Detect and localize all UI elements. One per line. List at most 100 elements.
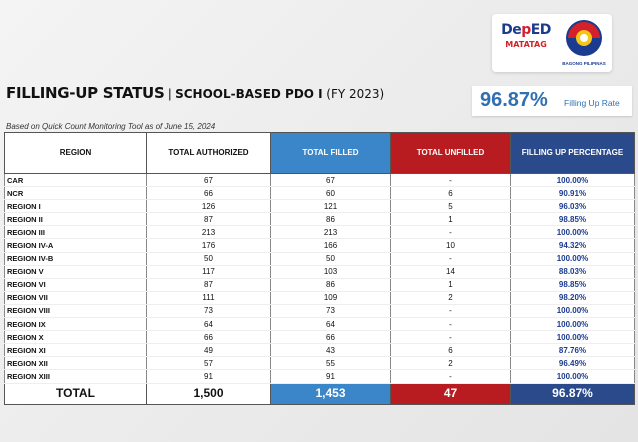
data-basis-note: Based on Quick Count Monitoring Tool as … xyxy=(6,122,216,131)
cell-region: REGION II xyxy=(4,212,147,227)
table-row: REGION IV-A 176 166 10 94.32% xyxy=(4,238,635,253)
table-row: REGION XI 49 43 6 87.76% xyxy=(4,343,635,358)
cell-unfilled: 14 xyxy=(390,265,511,279)
filling-rate-label: Filling Up Rate xyxy=(564,98,620,108)
cell-percentage: 88.03% xyxy=(510,265,635,279)
header-filling-percentage: FILLING UP PERCENTAGE xyxy=(510,132,635,174)
cell-region: NCR xyxy=(4,186,147,201)
title-sub: SCHOOL-BASED PDO I xyxy=(175,87,323,101)
cell-percentage: 100.00% xyxy=(510,304,635,319)
filling-status-table: REGION TOTAL AUTHORIZED TOTAL FILLED TOT… xyxy=(4,132,635,405)
table-row: REGION VII 111 109 2 98.20% xyxy=(4,291,635,305)
cell-region: REGION X xyxy=(4,330,147,345)
cell-authorized: 64 xyxy=(146,317,271,332)
deped-wordmark: DepED xyxy=(501,22,551,38)
cell-unfilled: - xyxy=(390,225,511,240)
cell-region: REGION XI xyxy=(4,343,147,358)
cell-percentage: 96.03% xyxy=(510,199,635,214)
cell-authorized: 57 xyxy=(146,356,271,371)
cell-filled: 121 xyxy=(270,199,391,214)
cell-unfilled: 2 xyxy=(390,356,511,371)
cell-filled: 55 xyxy=(270,356,391,371)
cell-unfilled: 6 xyxy=(390,186,511,201)
total-label: TOTAL xyxy=(4,382,147,405)
cell-unfilled: - xyxy=(390,317,511,332)
total-authorized: 1,500 xyxy=(146,382,271,405)
table-row: NCR 66 60 6 90.91% xyxy=(4,186,635,201)
cell-filled: 64 xyxy=(270,317,391,332)
cell-unfilled: 5 xyxy=(390,199,511,214)
cell-authorized: 66 xyxy=(146,186,271,201)
cell-filled: 66 xyxy=(270,330,391,345)
cell-authorized: 49 xyxy=(146,343,271,358)
cell-filled: 91 xyxy=(270,369,391,384)
cell-filled: 86 xyxy=(270,212,391,227)
cell-authorized: 117 xyxy=(146,265,271,279)
cell-region: REGION XIII xyxy=(4,369,147,384)
table-row: REGION I 126 121 5 96.03% xyxy=(4,199,635,214)
bagong-pilipinas-emblem-icon xyxy=(566,20,602,56)
header-total-filled: TOTAL FILLED xyxy=(270,132,391,174)
cell-region: REGION IX xyxy=(4,317,147,332)
cell-authorized: 87 xyxy=(146,212,271,227)
table-row: REGION VIII 73 73-100.00% xyxy=(4,304,635,319)
deped-logo: DepED MATATAG xyxy=(500,22,552,66)
table-header-row: REGION TOTAL AUTHORIZED TOTAL FILLED TOT… xyxy=(4,132,635,174)
cell-percentage: 100.00% xyxy=(510,225,635,240)
cell-unfilled: 1 xyxy=(390,278,511,292)
cell-unfilled: - xyxy=(390,173,511,188)
table-row: REGION V 117 103 14 88.03% xyxy=(4,265,635,279)
matatag-wordmark: MATATAG xyxy=(505,40,547,49)
cell-authorized: 73 xyxy=(146,304,271,319)
cell-filled: 86 xyxy=(270,278,391,292)
cell-filled: 103 xyxy=(270,265,391,279)
cell-region: REGION I xyxy=(4,199,147,214)
table-row: REGION IV-B 50 50-100.00% xyxy=(4,252,635,266)
cell-unfilled: 6 xyxy=(390,343,511,358)
total-percentage: 96.87% xyxy=(510,382,635,405)
table-row: REGION XIII 91 91-100.00% xyxy=(4,369,635,384)
cell-authorized: 91 xyxy=(146,369,271,384)
table-row: REGION XII 57 55 2 96.49% xyxy=(4,356,635,371)
cell-authorized: 213 xyxy=(146,225,271,240)
table-row: REGION IX 64 64-100.00% xyxy=(4,317,635,332)
cell-region: REGION XII xyxy=(4,356,147,371)
cell-percentage: 100.00% xyxy=(510,173,635,188)
title-main: FILLING-UP STATUS xyxy=(6,84,165,102)
cell-percentage: 90.91% xyxy=(510,186,635,201)
cell-filled: 166 xyxy=(270,238,391,253)
cell-region: REGION VII xyxy=(4,291,147,305)
page-title: FILLING-UP STATUS | SCHOOL-BASED PDO I (… xyxy=(6,84,396,103)
cell-filled: 43 xyxy=(270,343,391,358)
cell-percentage: 100.00% xyxy=(510,317,635,332)
cell-filled: 50 xyxy=(270,252,391,266)
cell-percentage: 94.32% xyxy=(510,238,635,253)
cell-filled: 73 xyxy=(270,304,391,319)
cell-region: REGION III xyxy=(4,225,147,240)
table-row: CAR 67 67-100.00% xyxy=(4,173,635,188)
cell-authorized: 126 xyxy=(146,199,271,214)
logo-box: DepED MATATAG BAGONG PILIPINAS xyxy=(492,14,612,72)
cell-authorized: 111 xyxy=(146,291,271,305)
cell-percentage: 98.85% xyxy=(510,278,635,292)
cell-filled: 60 xyxy=(270,186,391,201)
cell-region: REGION IV-A xyxy=(4,238,147,253)
cell-region: REGION V xyxy=(4,265,147,279)
cell-region: REGION VIII xyxy=(4,304,147,319)
cell-percentage: 98.20% xyxy=(510,291,635,305)
cell-authorized: 50 xyxy=(146,252,271,266)
title-fiscal-year: (FY 2023) xyxy=(326,87,385,101)
cell-percentage: 87.76% xyxy=(510,343,635,358)
cell-unfilled: - xyxy=(390,369,511,384)
total-unfilled: 47 xyxy=(390,382,511,405)
cell-filled: 213 xyxy=(270,225,391,240)
cell-region: CAR xyxy=(4,173,147,188)
table-row: REGION III 213 213-100.00% xyxy=(4,225,635,240)
table-row: REGION II 87 86 1 98.85% xyxy=(4,212,635,227)
header-total-unfilled: TOTAL UNFILLED xyxy=(390,132,511,174)
header-total-authorized: TOTAL AUTHORIZED xyxy=(146,132,271,174)
total-filled: 1,453 xyxy=(270,382,391,405)
header-region: REGION xyxy=(4,132,147,174)
cell-unfilled: 10 xyxy=(390,238,511,253)
cell-percentage: 100.00% xyxy=(510,252,635,266)
